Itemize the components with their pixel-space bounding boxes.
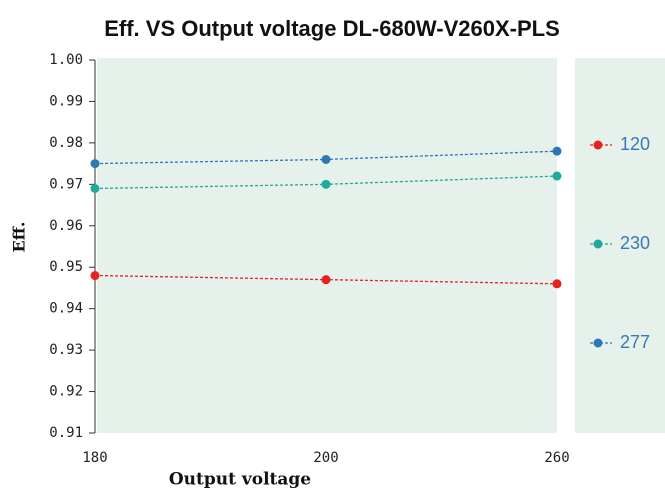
legend-label: 230 — [620, 233, 650, 253]
y-tick-label: 0.94 — [49, 301, 83, 317]
y-tick-label: 1.00 — [49, 52, 83, 68]
data-point — [90, 159, 100, 169]
data-point — [552, 171, 562, 181]
chart-title: Eff. VS Output voltage DL-680W-V260X-PLS — [104, 16, 560, 41]
data-point — [321, 179, 331, 189]
legend-label: 120 — [620, 134, 650, 154]
data-point — [552, 279, 562, 289]
x-tick-label: 260 — [544, 450, 569, 466]
legend-marker — [593, 140, 603, 150]
legend-marker — [593, 239, 603, 249]
data-point — [552, 146, 562, 156]
plot-background — [97, 58, 557, 433]
y-tick-label: 0.97 — [49, 176, 83, 192]
x-tick-label: 180 — [82, 450, 107, 466]
y-tick-label: 0.91 — [49, 425, 83, 441]
x-tick-label: 200 — [313, 450, 338, 466]
legend-marker — [593, 338, 603, 348]
y-tick-label: 0.93 — [49, 342, 83, 358]
y-tick-label: 0.98 — [49, 135, 83, 151]
y-tick-label: 0.96 — [49, 218, 83, 234]
y-tick-label: 0.95 — [49, 259, 83, 275]
data-point — [321, 275, 331, 285]
x-axis-title: Output voltage — [169, 470, 311, 490]
legend-label: 277 — [620, 332, 650, 352]
legend-background — [575, 58, 665, 433]
data-point — [90, 271, 100, 281]
data-point — [90, 183, 100, 193]
y-tick-label: 0.99 — [49, 93, 83, 109]
data-point — [321, 154, 331, 164]
y-axis-title: Eff. — [10, 222, 29, 253]
y-tick-label: 0.92 — [49, 384, 83, 400]
